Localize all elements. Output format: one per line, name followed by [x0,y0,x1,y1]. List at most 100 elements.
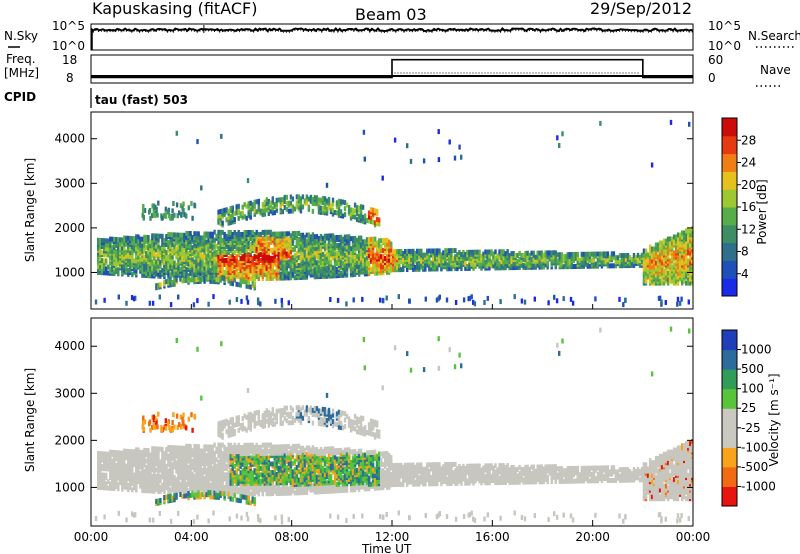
power-cell [173,212,176,218]
power-cell [169,238,172,244]
velocity-cell [181,468,184,474]
power-cell [251,230,254,235]
power-cell [227,276,230,282]
power-cell [239,232,242,237]
power-cell [131,236,134,242]
power-cell [291,231,295,237]
power-cell [378,221,381,227]
power-cell [412,260,415,266]
velocity-cell [167,468,170,474]
power-cell [265,229,269,235]
power-cell [402,251,405,256]
power-cell [560,252,564,258]
power-cell [574,256,578,261]
power-cell [311,232,315,238]
power-cell [676,232,680,238]
power-cell [179,276,182,282]
velocity-cell [165,447,168,452]
power-cell [307,204,311,210]
power-cell [107,242,110,248]
power-cell [229,220,232,226]
power-cell [335,255,339,261]
power-cell [679,264,682,270]
power-cell [520,298,524,304]
power-cell [261,202,265,207]
power-cell [240,298,243,304]
nsearch-label: N.Search [748,29,800,43]
power-cell [182,201,185,207]
velocity-cell [171,468,174,474]
power-cell [359,204,363,210]
power-cell [361,296,364,302]
power-cell [668,240,672,246]
power-cell [205,239,208,245]
power-cell [97,259,100,265]
power-cell [197,231,200,237]
power-cell [375,260,379,266]
power-cell [323,257,327,263]
power-cell [373,220,377,226]
power-cell [217,229,220,235]
power-cell [217,245,220,251]
power-cell [654,250,658,256]
power-cell [245,264,248,270]
power-cell [171,215,174,221]
power-cell [169,272,172,278]
power-cell [263,272,267,277]
power-cell [235,260,238,266]
power-cell [223,262,226,267]
power-cell [536,258,539,264]
power-cell [293,206,297,212]
power-cell [642,248,646,254]
velocity-cell [131,453,134,459]
power-cell [233,264,236,270]
power-cell [137,234,140,240]
freq-tick-bottom: 8 [66,71,74,85]
power-cell [464,251,467,257]
power-cell [185,267,188,272]
power-cell [207,231,210,237]
power-cell [333,235,337,241]
velocity-cell [141,460,144,466]
power-cell [145,257,148,262]
velocity-cell [191,465,194,471]
power-cell [337,208,341,214]
power-cell [143,234,146,240]
power-cell [171,260,174,266]
power-cell [359,212,363,218]
power-cell [422,252,425,258]
power-cell [187,273,190,279]
power-cell [211,259,214,265]
power-cell [672,276,676,282]
power-cell [323,245,327,251]
power-cell [271,247,275,253]
power-cell [688,121,691,127]
power-cell [556,252,559,258]
power-cell [145,245,148,250]
power-cell [336,297,340,303]
velocity-cell [117,454,120,460]
velocity-cell [159,484,162,490]
velocity-cell [101,483,104,488]
power-cell [656,258,660,264]
power-cell [580,251,584,257]
power-cell [165,254,168,260]
power-cell [155,233,158,239]
power-cell [247,272,250,278]
velocity-cell [171,449,174,455]
power-cell [379,297,382,303]
power-cell [281,237,285,243]
velocity-cell [99,463,102,469]
power-cell [164,206,168,212]
power-cell [464,259,467,265]
power-cell [277,197,281,203]
power-cell [333,241,337,247]
power-cell [291,271,295,277]
power-cell [143,246,146,252]
power-cell [253,232,256,237]
power-cell [586,251,590,257]
velocity-cell [151,467,154,473]
power-cell [253,262,256,267]
power-cell [384,237,387,243]
